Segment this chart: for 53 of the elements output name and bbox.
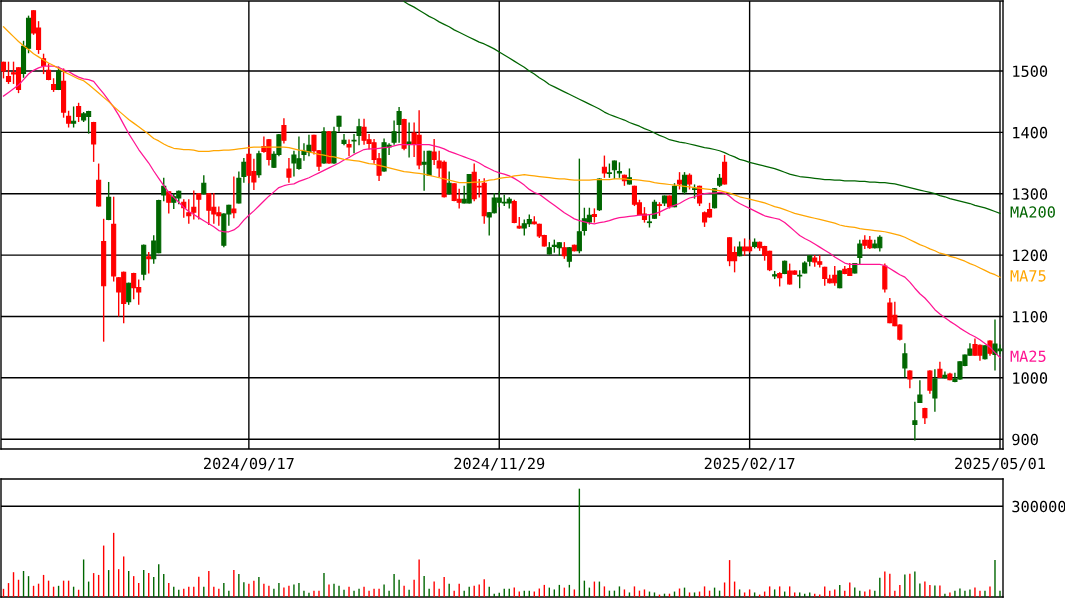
candlestick <box>5 61 12 84</box>
candlestick <box>256 150 262 178</box>
x-tick-label: 2024/11/29 <box>454 457 545 471</box>
candlestick <box>191 190 197 220</box>
candlestick <box>131 272 137 300</box>
candlestick <box>671 183 678 208</box>
candlestick <box>927 370 933 394</box>
y-tick-label: 1200 <box>1013 249 1048 262</box>
y-tick-label: 300000 <box>1012 500 1065 513</box>
candlestick <box>196 193 202 220</box>
y-tick-label: 1300 <box>1013 188 1048 200</box>
y-tick-label: 900 <box>1012 433 1038 446</box>
candlestick <box>601 155 607 178</box>
line-series <box>2 26 1001 278</box>
x-tick-label: 2025/05/01 <box>955 457 1045 471</box>
y-tick-label: 1400 <box>1013 126 1048 139</box>
candlestick <box>511 199 517 224</box>
candlestick <box>56 66 62 91</box>
candlestick <box>576 158 582 254</box>
candlestick <box>91 121 97 162</box>
candlestick <box>71 106 77 128</box>
candlestick <box>887 297 893 324</box>
series-label: MA200 <box>1010 206 1055 218</box>
x-tick-label: 2025/02/17 <box>704 457 795 471</box>
candlestick <box>281 118 287 144</box>
candlestick <box>126 282 132 305</box>
candlestick <box>727 237 733 267</box>
candlestick <box>882 263 888 293</box>
y-tick-label: 1000 <box>1013 372 1048 384</box>
candlestick <box>206 193 212 226</box>
candlestick <box>446 171 452 195</box>
line-series <box>403 1 1001 214</box>
candlestick <box>902 343 908 378</box>
candlestick <box>106 181 112 221</box>
candlestick <box>932 369 938 412</box>
candlestick <box>161 177 167 202</box>
candlestick <box>341 134 347 146</box>
candlestick <box>231 176 237 219</box>
candlestick <box>346 139 352 157</box>
x-tick-label: 2024/09/17 <box>204 457 294 471</box>
candlestick <box>857 239 863 265</box>
candlestick <box>186 199 192 224</box>
candlestick <box>681 172 688 195</box>
candlestick <box>566 247 572 268</box>
y-tick-label: 1500 <box>1013 65 1048 78</box>
candlestick <box>146 251 152 274</box>
candlestick <box>286 158 292 183</box>
candlestick <box>722 154 728 185</box>
series-label: MA75 <box>1010 270 1046 282</box>
candlestick <box>15 67 22 94</box>
series-label: MA25 <box>1010 350 1046 363</box>
y-tick-label: 1100 <box>1013 310 1048 323</box>
candlestick <box>787 263 793 285</box>
